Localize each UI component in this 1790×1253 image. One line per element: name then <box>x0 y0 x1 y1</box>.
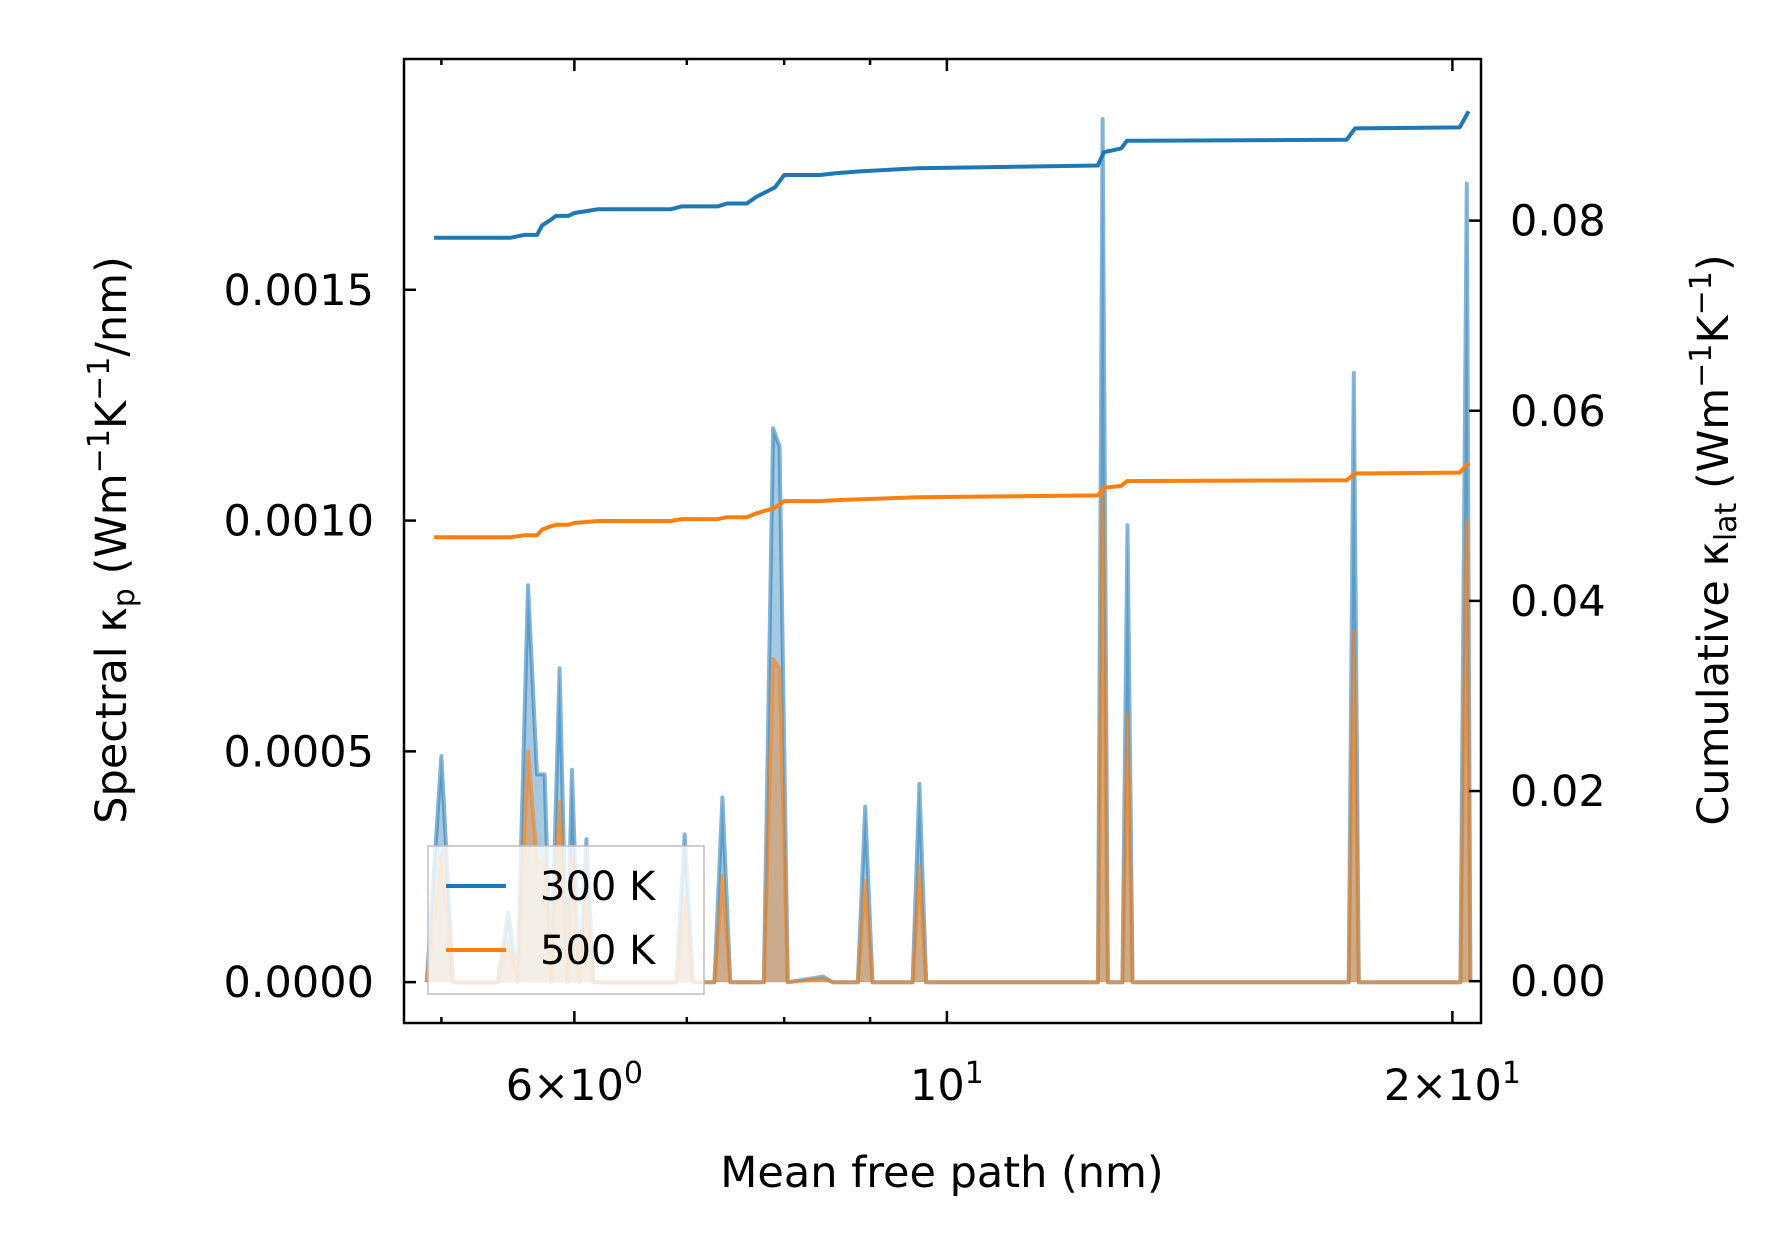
legend: 300 K 500 K <box>427 845 705 995</box>
plot-frame <box>402 57 1483 1025</box>
y-right-tick-label: 0.00 <box>1510 957 1606 1007</box>
y-left-tick-label: 0.0010 <box>224 497 374 547</box>
y-left-tick-label: 0.0005 <box>224 727 374 777</box>
x-tick-label: 6×100 <box>506 1056 643 1112</box>
y-left-tick-label: 0.0000 <box>224 958 374 1008</box>
legend-label-500k: 500 K <box>540 928 657 974</box>
legend-frame <box>427 845 705 995</box>
y-right-tick-label: 0.04 <box>1510 577 1606 627</box>
y-axis-label-left: Spectral κp (Wm−1K−1/nm) <box>82 256 143 824</box>
x-tick-label: 101 <box>910 1056 984 1112</box>
legend-label-300k: 300 K <box>540 864 657 910</box>
cumulative-series-layer <box>434 110 1471 540</box>
cumulative-line-300k <box>434 110 1471 240</box>
y-left-tick-label: 0.0015 <box>224 266 374 316</box>
y-right-tick-label: 0.06 <box>1510 387 1606 437</box>
y-right-tick-label: 0.08 <box>1510 197 1606 247</box>
y-right-tick-label: 0.02 <box>1510 767 1606 817</box>
x-axis-label: Mean free path (nm) <box>720 1148 1163 1198</box>
ticks-layer <box>404 59 1481 1023</box>
tick-labels-layer: 6×100 101 2×101 0.0000 0.0005 0.0010 0.0015 0.0… <box>224 197 1606 1111</box>
y-axis-label-right: Cumulative κlat (Wm−1K−1) <box>1684 254 1745 825</box>
x-tick-label: 2×101 <box>1384 1056 1521 1112</box>
cumulative-line-500k <box>434 461 1471 540</box>
